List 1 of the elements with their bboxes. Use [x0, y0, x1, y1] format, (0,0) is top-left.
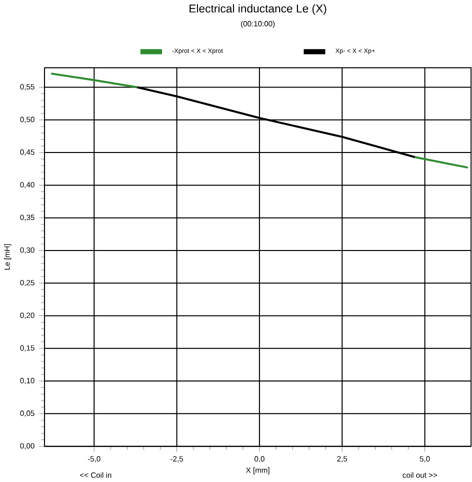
chart-title: Electrical inductance Le (X): [190, 4, 326, 15]
